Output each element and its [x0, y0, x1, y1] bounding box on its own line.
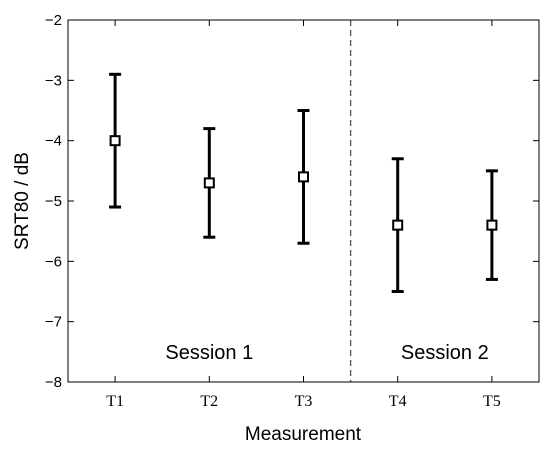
x-tick-label: T2: [200, 393, 218, 410]
x-tick-label: T1: [106, 393, 124, 410]
y-tick-label: −7: [45, 314, 62, 331]
data-marks: [109, 72, 498, 293]
x-tick-label: T5: [483, 393, 501, 410]
session-label: Session 1: [165, 342, 253, 364]
data-point-marker: [486, 219, 498, 231]
plot-frame: [67, 19, 540, 383]
y-axis-ticks: −8 −7 −6 −5 −4 −3 −2: [45, 12, 539, 391]
x-tick-label: T3: [295, 393, 313, 410]
y-tick-label: −8: [45, 374, 62, 391]
x-axis-label: Measurement: [245, 424, 362, 445]
y-axis-label: SRT80 / dB: [12, 152, 33, 250]
data-point-marker: [298, 171, 309, 183]
y-tick-label: −4: [45, 133, 62, 150]
y-tick-label: −6: [45, 253, 62, 270]
data-point-marker: [392, 219, 404, 231]
data-point-marker: [203, 177, 215, 189]
x-axis-ticks: T1 T2 T3 T4 T5: [106, 20, 501, 410]
y-tick-label: −5: [45, 193, 62, 210]
data-point-marker: [109, 135, 121, 147]
annotations: Session 1 Session 2: [165, 342, 488, 364]
y-tick-label: −2: [45, 12, 62, 29]
session-label: Session 2: [401, 342, 489, 364]
x-tick-label: T4: [389, 393, 407, 410]
y-tick-label: −3: [45, 72, 62, 89]
